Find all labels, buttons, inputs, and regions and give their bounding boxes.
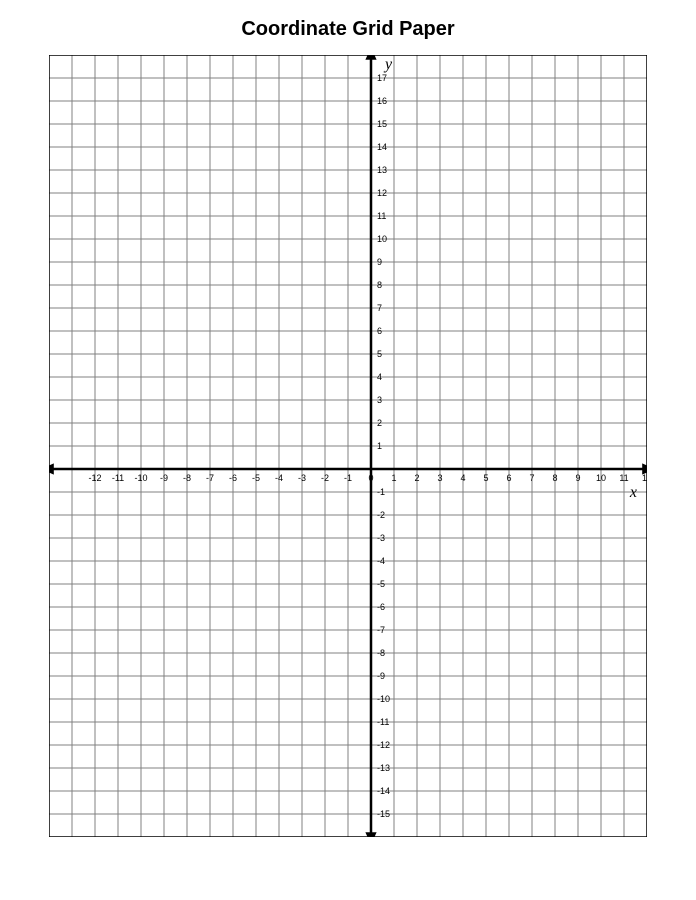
svg-text:6: 6 <box>377 326 382 336</box>
svg-text:-5: -5 <box>252 473 260 483</box>
svg-text:3: 3 <box>437 473 442 483</box>
svg-text:6: 6 <box>506 473 511 483</box>
svg-text:-6: -6 <box>229 473 237 483</box>
coordinate-grid-page: Coordinate Grid Paper -12-11-10-9-8-7-6-… <box>0 0 696 900</box>
svg-text:13: 13 <box>377 165 387 175</box>
svg-text:-1: -1 <box>377 487 385 497</box>
svg-text:10: 10 <box>377 234 387 244</box>
grid-svg: -12-11-10-9-8-7-6-5-4-3-2-10123456789101… <box>49 55 647 837</box>
svg-text:x: x <box>629 484 637 501</box>
svg-text:-10: -10 <box>134 473 147 483</box>
svg-text:1: 1 <box>391 473 396 483</box>
svg-text:8: 8 <box>377 280 382 290</box>
svg-text:-12: -12 <box>88 473 101 483</box>
coordinate-grid: -12-11-10-9-8-7-6-5-4-3-2-10123456789101… <box>49 55 647 837</box>
svg-text:11: 11 <box>377 211 386 221</box>
svg-text:-3: -3 <box>377 533 385 543</box>
svg-text:16: 16 <box>377 96 387 106</box>
svg-text:-10: -10 <box>377 694 390 704</box>
svg-text:-9: -9 <box>160 473 168 483</box>
svg-text:-3: -3 <box>298 473 306 483</box>
svg-text:12: 12 <box>377 188 387 198</box>
svg-text:2: 2 <box>414 473 419 483</box>
svg-text:-8: -8 <box>377 648 385 658</box>
svg-text:-6: -6 <box>377 602 385 612</box>
svg-text:-9: -9 <box>377 671 385 681</box>
svg-text:-11: -11 <box>112 473 124 483</box>
svg-text:14: 14 <box>377 142 387 152</box>
svg-text:-7: -7 <box>377 625 385 635</box>
svg-text:9: 9 <box>377 257 382 267</box>
svg-text:0: 0 <box>368 473 373 483</box>
svg-text:-2: -2 <box>377 510 385 520</box>
svg-text:5: 5 <box>377 349 382 359</box>
page-title: Coordinate Grid Paper <box>0 18 696 41</box>
svg-text:-1: -1 <box>344 473 352 483</box>
svg-text:12: 12 <box>642 473 647 483</box>
svg-text:-4: -4 <box>377 556 385 566</box>
svg-text:7: 7 <box>377 303 382 313</box>
svg-text:15: 15 <box>377 119 387 129</box>
svg-text:-5: -5 <box>377 579 385 589</box>
svg-text:-11: -11 <box>377 717 389 727</box>
svg-text:4: 4 <box>377 372 382 382</box>
svg-text:9: 9 <box>575 473 580 483</box>
svg-text:8: 8 <box>552 473 557 483</box>
svg-text:17: 17 <box>377 73 387 83</box>
svg-text:5: 5 <box>483 473 488 483</box>
svg-text:-13: -13 <box>377 763 390 773</box>
svg-text:y: y <box>383 56 393 73</box>
svg-text:4: 4 <box>460 473 465 483</box>
svg-text:-4: -4 <box>275 473 283 483</box>
svg-text:-8: -8 <box>183 473 191 483</box>
svg-text:3: 3 <box>377 395 382 405</box>
svg-text:-2: -2 <box>321 473 329 483</box>
svg-text:1: 1 <box>377 441 382 451</box>
svg-text:-15: -15 <box>377 809 390 819</box>
svg-text:10: 10 <box>596 473 606 483</box>
svg-text:2: 2 <box>377 418 382 428</box>
svg-text:-7: -7 <box>206 473 214 483</box>
svg-text:-12: -12 <box>377 740 390 750</box>
svg-text:7: 7 <box>529 473 534 483</box>
svg-text:-14: -14 <box>377 786 390 796</box>
svg-text:11: 11 <box>619 473 628 483</box>
